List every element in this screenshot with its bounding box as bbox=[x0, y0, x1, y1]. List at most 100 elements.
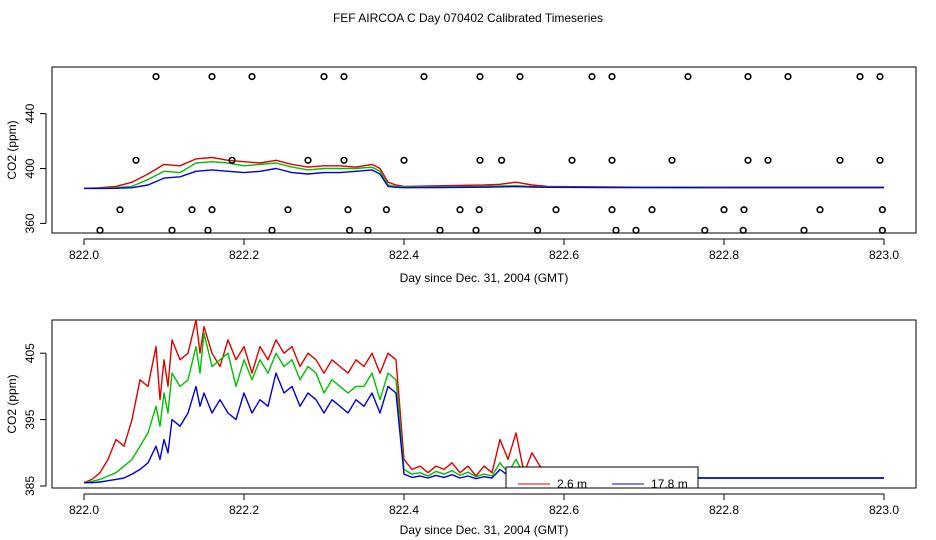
bottom-x-tick-label: 822.4 bbox=[389, 503, 419, 517]
legend: 2.6 m 17.8 m bbox=[505, 466, 699, 491]
top-y-tick-label: 360 bbox=[23, 213, 37, 233]
top-flask-point bbox=[436, 226, 444, 234]
top-y-tick-label: 440 bbox=[23, 103, 37, 123]
top-flask-point bbox=[588, 72, 596, 81]
top-x-tick-label: 823.0 bbox=[869, 248, 899, 262]
top-x-axis-label: Day since Dec. 31, 2004 (GMT) bbox=[400, 271, 569, 285]
top-flask-point bbox=[472, 226, 480, 234]
top-flask-point bbox=[533, 226, 542, 234]
plot-frame-bottom bbox=[51, 319, 917, 489]
top-flask-point bbox=[132, 156, 140, 164]
top-flask-point bbox=[420, 72, 428, 81]
top-flask-point bbox=[878, 226, 887, 234]
top-y-ticks: 360 400 440 bbox=[23, 103, 47, 233]
top-flask-point bbox=[188, 206, 196, 214]
top-series-line-red bbox=[83, 156, 884, 190]
bottom-y-tick-label: 395 bbox=[23, 409, 37, 429]
legend-label-17-8m: 17.8 m bbox=[651, 477, 688, 491]
top-flask-point bbox=[304, 156, 312, 164]
top-flask-point bbox=[878, 206, 887, 214]
top-flask-point bbox=[96, 226, 104, 234]
top-flask-point bbox=[340, 72, 348, 81]
plot-frame-top bbox=[51, 66, 917, 234]
top-flask-point bbox=[248, 72, 256, 81]
top-flask-point bbox=[552, 206, 560, 214]
top-flask-point bbox=[856, 72, 864, 81]
top-flask-point bbox=[720, 206, 728, 214]
top-flask-point bbox=[744, 72, 752, 81]
bottom-marks bbox=[83, 319, 884, 484]
bottom-y-ticks: 385 395 405 bbox=[23, 343, 47, 496]
top-flask-point bbox=[320, 72, 328, 81]
legend-box bbox=[505, 466, 699, 489]
figure-title: FEF AIRCOA C Day 070402 Calibrated Times… bbox=[333, 11, 603, 25]
top-flask-point bbox=[516, 72, 524, 81]
top-flask-point bbox=[800, 226, 808, 234]
bottom-y-tick-label: 385 bbox=[23, 476, 37, 496]
top-flask-point bbox=[228, 156, 236, 164]
bottom-x-axis-label: Day since Dec. 31, 2004 (GMT) bbox=[400, 523, 569, 537]
bottom-x-tick-label: 822.2 bbox=[229, 503, 259, 517]
top-flask-point bbox=[476, 72, 484, 81]
top-flask-point bbox=[784, 72, 792, 81]
bottom-y-tick-label: 405 bbox=[23, 343, 37, 363]
top-y-axis-label: CO2 (ppm) bbox=[5, 120, 19, 179]
top-y-tick-label: 400 bbox=[23, 158, 37, 178]
top-flask-point bbox=[116, 206, 124, 214]
top-flask-point bbox=[346, 226, 354, 234]
top-flask-point bbox=[268, 226, 276, 234]
bottom-x-ticks: 822.0 822.2 822.4 822.6 822.8 823.0 bbox=[69, 493, 899, 517]
top-flask-point bbox=[456, 206, 464, 214]
bottom-x-tick-label: 822.8 bbox=[709, 503, 739, 517]
top-flask-point bbox=[568, 156, 576, 164]
top-x-ticks: 822.0 822.2 822.4 822.6 822.8 823.0 bbox=[69, 238, 899, 262]
top-flask-point bbox=[344, 206, 352, 214]
legend-label-2-6m: 2.6 m bbox=[557, 477, 587, 491]
bottom-y-axis-label: CO2 (ppm) bbox=[5, 374, 19, 433]
top-flask-point bbox=[498, 156, 506, 164]
top-flask-point bbox=[400, 156, 408, 164]
top-flask-point bbox=[612, 226, 620, 234]
top-flask-point bbox=[476, 156, 484, 164]
top-flask-point bbox=[608, 206, 616, 214]
top-flask-point bbox=[208, 206, 216, 214]
top-flask-point bbox=[475, 206, 483, 214]
top-marks bbox=[83, 72, 887, 234]
panel-bottom: 822.0 822.2 822.4 822.6 822.8 823.0 385 395 405… bbox=[5, 319, 917, 537]
bottom-x-tick-label: 823.0 bbox=[869, 503, 899, 517]
top-flask-point bbox=[836, 156, 844, 164]
top-flask-point bbox=[168, 226, 176, 234]
top-flask-point bbox=[152, 72, 160, 81]
top-flask-point bbox=[340, 156, 348, 164]
top-flask-point bbox=[204, 226, 212, 234]
top-flask-point bbox=[382, 206, 391, 214]
top-flask-point bbox=[876, 72, 884, 81]
top-flask-point bbox=[764, 156, 772, 164]
top-flask-point bbox=[740, 206, 748, 214]
top-flask-point bbox=[684, 72, 692, 81]
top-x-tick-label: 822.0 bbox=[69, 248, 99, 262]
top-flask-point bbox=[284, 206, 292, 214]
bottom-x-tick-label: 822.6 bbox=[549, 503, 579, 517]
top-x-tick-label: 822.4 bbox=[389, 248, 419, 262]
top-x-tick-label: 822.2 bbox=[229, 248, 259, 262]
top-flask-point bbox=[608, 72, 616, 81]
bottom-series-line-green bbox=[83, 332, 884, 484]
top-flask-point bbox=[648, 206, 656, 214]
top-flask-point bbox=[608, 156, 616, 164]
top-x-tick-label: 822.6 bbox=[549, 248, 579, 262]
bottom-x-tick-label: 822.0 bbox=[69, 503, 99, 517]
top-flask-point bbox=[668, 156, 676, 164]
top-flask-point bbox=[701, 226, 709, 234]
top-x-tick-label: 822.8 bbox=[709, 248, 739, 262]
top-flask-point bbox=[632, 226, 640, 234]
panel-top: 822.0 822.2 822.4 822.6 822.8 823.0 360 400 440… bbox=[5, 66, 917, 285]
top-flask-point bbox=[208, 72, 216, 81]
top-flask-point bbox=[739, 226, 747, 234]
top-flask-point bbox=[816, 206, 824, 214]
top-flask-point bbox=[744, 156, 752, 164]
bottom-series-line-2-6-m bbox=[83, 319, 884, 484]
top-flask-point bbox=[364, 226, 372, 234]
top-flask-point bbox=[876, 156, 884, 164]
